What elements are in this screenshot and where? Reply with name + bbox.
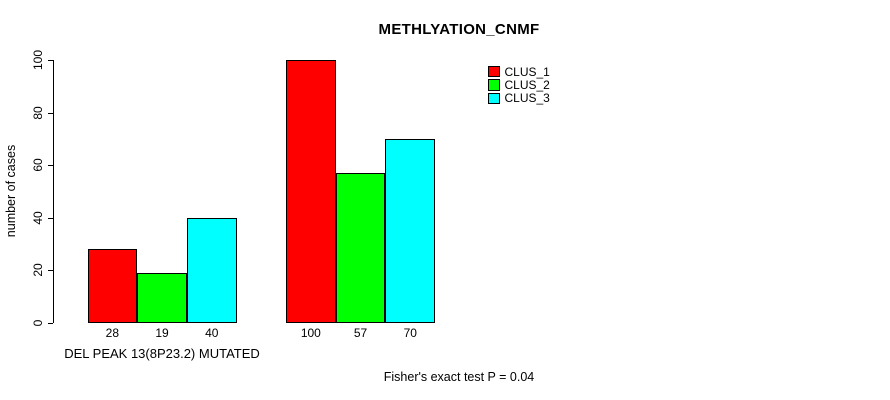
y-axis-label: number of cases bbox=[4, 144, 18, 238]
legend-swatch-clus_3 bbox=[488, 92, 500, 105]
y-tick bbox=[48, 60, 53, 61]
y-tick bbox=[48, 270, 53, 272]
bar-clus_2-group1 bbox=[137, 273, 187, 323]
y-tick bbox=[48, 323, 53, 324]
bar-value-label: 70 bbox=[403, 326, 417, 340]
bar-value-label: 28 bbox=[105, 326, 120, 340]
y-tick-label: 0 bbox=[31, 319, 45, 327]
y-tick bbox=[48, 217, 53, 219]
footnote-pvalue: Fisher's exact test P = 0.04 bbox=[383, 370, 535, 384]
legend-item-clus_3: CLUS_3 bbox=[488, 91, 550, 106]
y-tick bbox=[48, 112, 53, 114]
legend-item-clus_2: CLUS_2 bbox=[488, 78, 550, 93]
y-tick-label: 60 bbox=[31, 158, 45, 172]
legend-label: CLUS_3 bbox=[504, 91, 550, 106]
y-tick-label: 80 bbox=[31, 105, 45, 120]
bar-value-label: 40 bbox=[205, 326, 219, 340]
bar-clus_2-group2 bbox=[335, 173, 386, 323]
bar-clus_1-group1 bbox=[87, 249, 138, 323]
y-axis-line bbox=[53, 60, 54, 323]
bar-clus_3-group2 bbox=[385, 138, 436, 323]
legend: CLUS_1 CLUS_2 CLUS_3 bbox=[488, 65, 550, 105]
bar-value-label: 57 bbox=[353, 326, 368, 340]
bar-value-label: 19 bbox=[155, 326, 169, 340]
legend-label: CLUS_1 bbox=[504, 64, 550, 79]
legend-swatch-clus_1 bbox=[488, 65, 500, 78]
legend-label: CLUS_2 bbox=[504, 78, 550, 93]
legend-swatch-clus_2 bbox=[488, 79, 500, 91]
legend-item-clus_1: CLUS_1 bbox=[488, 64, 550, 79]
chart-title: METHLYATION_CNMF bbox=[378, 21, 540, 38]
bar-value-label: 100 bbox=[300, 326, 321, 340]
x-group-label: DEL PEAK 13(8P23.2) MUTATED bbox=[64, 346, 260, 361]
y-tick-label: 20 bbox=[31, 263, 45, 278]
y-tick bbox=[48, 165, 53, 167]
y-tick-label: 40 bbox=[31, 211, 45, 225]
bar-clus_3-group1 bbox=[186, 217, 237, 323]
y-tick-label: 100 bbox=[31, 49, 45, 71]
bar-clus_1-group2 bbox=[286, 60, 336, 323]
